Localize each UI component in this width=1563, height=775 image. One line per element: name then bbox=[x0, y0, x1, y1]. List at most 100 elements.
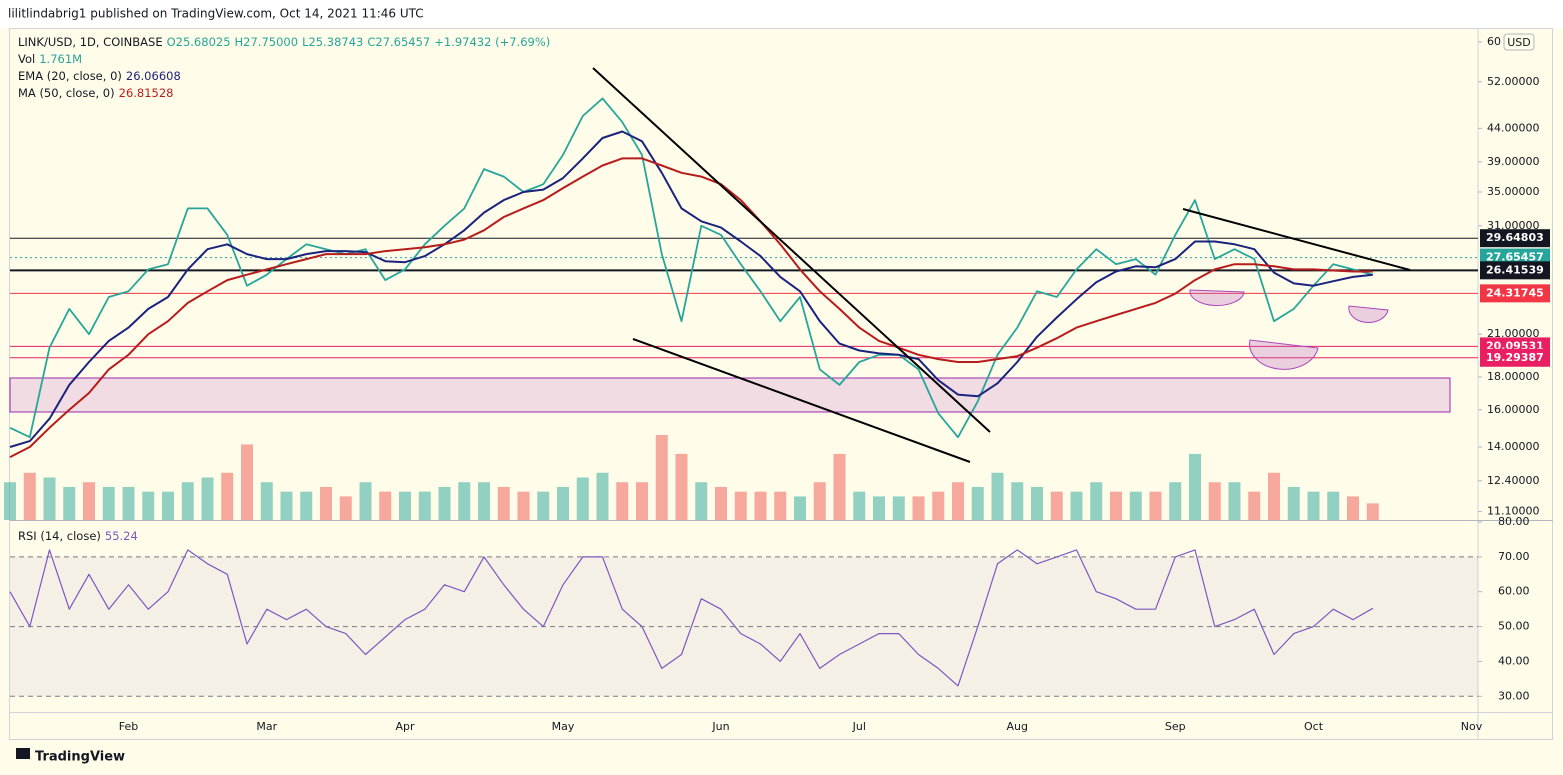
volume-bar bbox=[102, 486, 115, 520]
volume-bar bbox=[359, 482, 372, 520]
volume-value: 1.761M bbox=[39, 52, 83, 66]
level-label: 29.64803 bbox=[1486, 231, 1544, 244]
volume-bar bbox=[912, 496, 925, 520]
volume-bar bbox=[1189, 453, 1201, 520]
volume-bar bbox=[379, 491, 392, 520]
volume-bar bbox=[794, 496, 806, 520]
y-tick-label: 18.00000 bbox=[1487, 370, 1540, 383]
volume-bar bbox=[241, 444, 253, 520]
rsi-tick-label: 70.00 bbox=[1498, 550, 1530, 563]
volume-bar bbox=[260, 482, 273, 520]
volume-bar bbox=[952, 482, 964, 520]
volume-bar bbox=[300, 491, 313, 520]
volume-bar bbox=[83, 482, 95, 520]
volume-bar bbox=[892, 496, 905, 520]
ohlc: L25.38743 bbox=[302, 35, 364, 49]
trendline bbox=[632, 338, 971, 463]
rsi-tick-label: 80.00 bbox=[1498, 515, 1530, 528]
zone bbox=[9, 377, 1451, 413]
rsi-legend: RSI (14, close) 55.24 bbox=[18, 528, 142, 545]
trendline bbox=[592, 67, 991, 433]
level-label: 24.31745 bbox=[1486, 286, 1544, 299]
volume-bar bbox=[181, 482, 194, 520]
volume-bar bbox=[1287, 486, 1300, 520]
volume-bar bbox=[438, 486, 451, 520]
x-tick-label: Mar bbox=[256, 720, 277, 733]
volume-bar bbox=[1228, 482, 1241, 520]
y-tick-label: 52.00000 bbox=[1487, 75, 1540, 88]
ma-line bbox=[9, 157, 1373, 458]
volume-bar bbox=[1090, 482, 1103, 520]
level-label-box bbox=[1480, 348, 1550, 367]
legend-row: MA (50, close, 0) 26.81528 bbox=[18, 85, 554, 102]
volume-bar bbox=[734, 491, 747, 520]
volume-bar bbox=[201, 477, 214, 520]
currency-box bbox=[1503, 33, 1535, 51]
arc-shape bbox=[1348, 305, 1389, 323]
volume-bar bbox=[557, 486, 569, 520]
level-label-box bbox=[1480, 261, 1550, 280]
volume-bar bbox=[1110, 491, 1122, 520]
x-tick-label: Sep bbox=[1165, 720, 1186, 733]
level-label-box bbox=[1480, 284, 1550, 303]
y-tick-label: 39.00000 bbox=[1487, 155, 1540, 168]
volume-bar bbox=[991, 472, 1004, 520]
volume-bar bbox=[399, 491, 411, 520]
legend-row: EMA (20, close, 0) 26.06608 bbox=[18, 68, 554, 85]
ema-name: EMA (20, close, 0) bbox=[18, 69, 122, 83]
y-tick-label: 44.00000 bbox=[1487, 121, 1540, 134]
x-tick-label: Aug bbox=[1007, 720, 1028, 733]
volume-bar bbox=[813, 482, 826, 520]
volume-bar bbox=[142, 491, 155, 520]
volume-bar bbox=[853, 491, 866, 520]
volume-bar bbox=[1327, 491, 1340, 520]
volume-bar bbox=[932, 491, 945, 520]
volume-bar bbox=[655, 435, 668, 520]
volume-bar bbox=[616, 482, 629, 520]
volume-bar bbox=[1031, 486, 1043, 520]
rsi-name: RSI (14, close) bbox=[18, 529, 101, 543]
y-tick-label: 11.10000 bbox=[1487, 505, 1540, 518]
x-tick-label: Oct bbox=[1304, 720, 1324, 733]
ma-value: 26.81528 bbox=[118, 86, 174, 100]
x-tick-label: Apr bbox=[395, 720, 415, 733]
y-tick-label: 21.00000 bbox=[1487, 327, 1540, 340]
y-tick-label: 16.00000 bbox=[1487, 403, 1540, 416]
ohlc: H27.75000 bbox=[234, 35, 299, 49]
ma-name: MA (50, close, 0) bbox=[18, 86, 115, 100]
volume-bar bbox=[162, 491, 174, 520]
volume-bar bbox=[1268, 472, 1280, 520]
volume-bar bbox=[576, 477, 589, 520]
volume-bar bbox=[636, 482, 648, 520]
ohlc: C27.65457 bbox=[367, 35, 431, 49]
arc-shape bbox=[1189, 289, 1245, 307]
volume-bar bbox=[458, 482, 471, 520]
legend-row: LINK/USD, 1D, COINBASE O25.68025 H27.75000… bbox=[18, 34, 554, 51]
volume-bar bbox=[280, 491, 293, 520]
currency: USD bbox=[1507, 36, 1531, 49]
published-note: lilitlindabrig1 published on TradingView… bbox=[8, 7, 424, 21]
volume-bar bbox=[4, 482, 16, 520]
rsi-value: 55.24 bbox=[104, 529, 138, 543]
x-tick-label: May bbox=[552, 720, 575, 733]
volume-bar bbox=[1366, 503, 1379, 520]
volume-bar bbox=[754, 491, 767, 520]
volume-bar bbox=[1307, 491, 1320, 520]
ohlc: O25.68025 bbox=[166, 35, 231, 49]
x-tick-label: Jul bbox=[852, 720, 866, 733]
volume-bar bbox=[675, 453, 688, 520]
volume-name: Vol bbox=[18, 52, 36, 66]
volume-bar bbox=[1169, 482, 1182, 520]
volume-bar bbox=[971, 486, 984, 520]
change: +1.97432 (+7.69%) bbox=[434, 35, 551, 49]
volume-bar bbox=[1347, 496, 1359, 520]
trendline bbox=[1182, 208, 1411, 271]
rsi-tick-label: 50.00 bbox=[1498, 620, 1530, 633]
volume-bar bbox=[63, 486, 76, 520]
volume-bar bbox=[1050, 491, 1063, 520]
volume-bar bbox=[873, 496, 885, 520]
volume-bar bbox=[1149, 491, 1162, 520]
x-tick-label: Jun bbox=[711, 720, 729, 733]
volume-bar bbox=[1208, 482, 1221, 520]
